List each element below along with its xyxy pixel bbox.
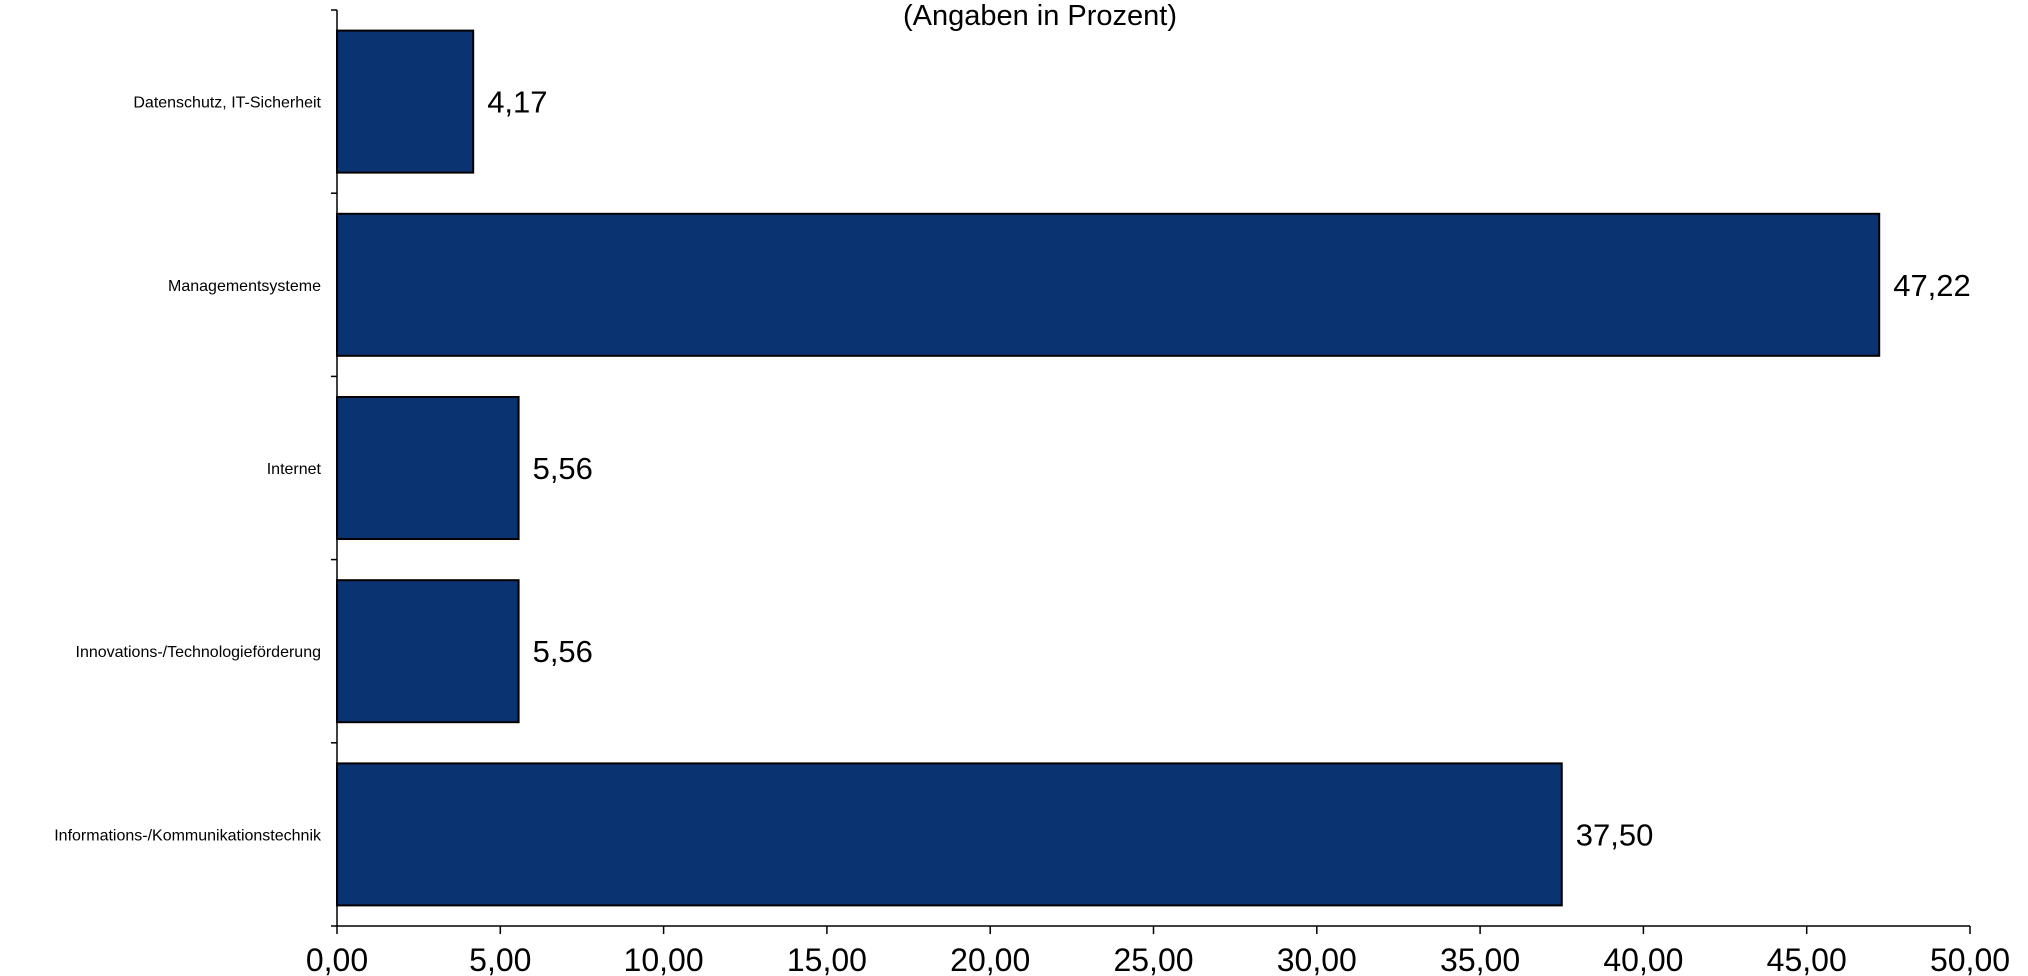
value-label: 5,56 xyxy=(533,451,593,486)
bars-layer: 4,17 47,22 5,56 5,56 37,50 xyxy=(336,29,1971,907)
bar xyxy=(336,29,475,174)
category-label: Internet xyxy=(267,461,322,478)
bar xyxy=(336,579,520,724)
x-tick-label: 10,00 xyxy=(624,942,704,976)
chart-subtitle: (Angaben in Prozent) xyxy=(903,0,1177,32)
x-tick-label: 5,00 xyxy=(469,942,531,976)
bar xyxy=(336,762,1563,907)
bar xyxy=(336,212,1881,357)
value-label: 4,17 xyxy=(487,85,547,120)
bar xyxy=(336,396,520,540)
category-label: Datenschutz, IT-Sicherheit xyxy=(133,95,321,112)
x-tick-label: 30,00 xyxy=(1277,942,1357,976)
x-tick-label: 0,00 xyxy=(306,942,368,976)
x-tick-label: 20,00 xyxy=(950,942,1030,976)
x-tick-label: 25,00 xyxy=(1113,942,1193,976)
category-label: Managementsysteme xyxy=(168,278,321,295)
value-label: 5,56 xyxy=(533,634,593,669)
category-label: Innovations-/Technologieförderung xyxy=(76,644,322,661)
x-tick-label: 35,00 xyxy=(1440,942,1520,976)
x-tick-label: 15,00 xyxy=(787,942,867,976)
value-label: 47,22 xyxy=(1893,268,1971,303)
value-label: 37,50 xyxy=(1576,817,1654,852)
x-tick-label: 50,00 xyxy=(1930,942,2010,976)
x-tick-label: 40,00 xyxy=(1603,942,1683,976)
axes-layer: Datenschutz, IT-Sicherheit Managementsyst… xyxy=(54,9,2010,976)
x-tick-label: 45,00 xyxy=(1767,942,1847,976)
category-label: Informations-/Kommunikationstechnik xyxy=(54,827,322,844)
